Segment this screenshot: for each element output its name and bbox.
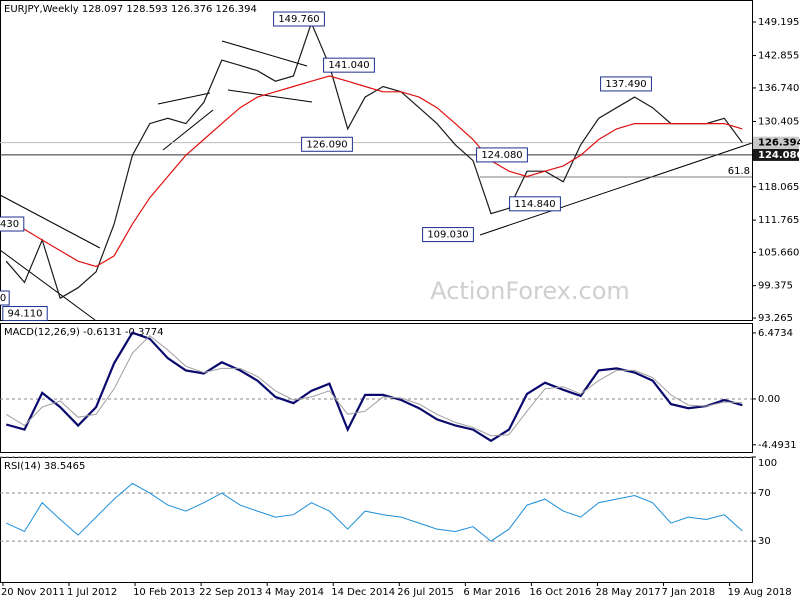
annotation-box	[323, 57, 375, 73]
rsi-panel	[0, 457, 753, 583]
macd-panel	[0, 323, 753, 453]
annotation-label: 137.490	[605, 79, 646, 90]
annotation-box	[422, 227, 474, 243]
annotation-box	[301, 136, 353, 152]
rsi-title: RSI(14) 38.5465	[4, 461, 85, 472]
y-tick-label: 70	[758, 488, 771, 499]
y-tick-label: -4.4931	[758, 440, 797, 451]
trend-line	[0, 249, 96, 321]
annotation-box	[0, 290, 10, 306]
trend-line	[0, 194, 101, 249]
price-label-box	[753, 148, 799, 161]
annotation-box	[2, 306, 48, 322]
x-tick-label: 19 Aug 2018	[728, 587, 792, 598]
x-tick-label: 7 Jan 2018	[662, 587, 716, 598]
annotation-box	[509, 196, 561, 212]
annotation-label: 0	[0, 293, 6, 304]
trend-line	[227, 89, 313, 103]
annotation-label: 126.090	[306, 139, 347, 150]
macd-title: MACD(12,26,9) -0.6131 -0.3774	[4, 327, 164, 338]
x-tick-label: 14 Dec 2014	[331, 587, 395, 598]
annotation-label: 114.840	[514, 199, 555, 210]
price-label: 124.080	[758, 150, 800, 161]
y-tick-label: 130.405	[758, 116, 799, 127]
annotation-box	[600, 76, 652, 92]
y-tick-label: 99.375	[758, 281, 793, 292]
trend-line	[479, 142, 753, 236]
price-label-box	[753, 136, 799, 149]
series-line	[5, 335, 743, 437]
y-tick-label: 105.660	[758, 247, 799, 258]
series-line	[5, 482, 743, 542]
annotation-box	[273, 11, 325, 27]
annotation-box	[0, 216, 25, 232]
x-tick-label: 16 Oct 2016	[529, 587, 591, 598]
chart-title: EURJPY,Weekly 128.097 128.593 126.376 12…	[4, 4, 257, 15]
annotation-label: 141.040	[328, 60, 369, 71]
y-tick-label: 6.4734	[758, 328, 793, 339]
trend-lines	[0, 40, 753, 321]
x-tick-label: 26 Jul 2015	[397, 587, 454, 598]
fib-label: 61.8	[728, 166, 750, 177]
y-tick-label: 111.765	[758, 215, 799, 226]
annotation-label: 124.080	[481, 150, 522, 161]
x-tick-label: 22 Sep 2013	[199, 587, 262, 598]
annotation-label: 94.110	[8, 309, 43, 320]
x-tick-label: 6 Mar 2016	[463, 587, 520, 598]
watermark: ActionForex.com	[430, 277, 630, 305]
x-tick-label: 20 Nov 2011	[1, 587, 65, 598]
price-label: 126.394	[758, 138, 800, 149]
x-tick-label: 10 Feb 2013	[133, 587, 195, 598]
series-line	[5, 331, 743, 443]
series-line	[5, 21, 743, 300]
trend-line	[162, 109, 214, 151]
y-tick-label: 136.740	[758, 83, 799, 94]
x-tick-label: 1 Jul 2012	[67, 587, 117, 598]
series-line	[5, 75, 743, 268]
x-tick-label: 28 May 2017	[595, 587, 660, 598]
y-tick-label: 149.195	[758, 17, 799, 28]
y-tick-label: 0.00	[758, 394, 780, 405]
x-tick-label: 4 May 2014	[265, 587, 324, 598]
annotation-label: 149.760	[278, 14, 319, 25]
trend-line	[221, 40, 308, 67]
annotation-box	[476, 147, 528, 163]
y-tick-label: 30	[758, 536, 771, 547]
price-panel	[0, 0, 753, 321]
y-tick-label: 93.265	[758, 313, 793, 324]
annotation-label: .430	[0, 219, 19, 230]
y-tick-label: 142.855	[758, 51, 799, 62]
y-tick-label: 100	[758, 458, 777, 469]
annotation-label: 109.030	[427, 230, 468, 241]
trend-line	[157, 92, 211, 105]
y-tick-label: 118.065	[758, 182, 799, 193]
